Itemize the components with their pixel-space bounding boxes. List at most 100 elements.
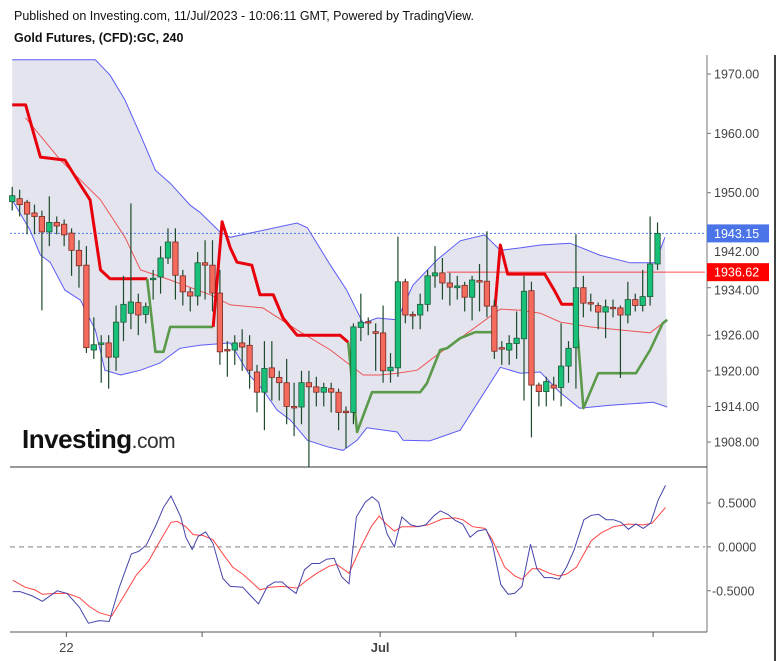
candle-body	[528, 290, 535, 386]
supertrend-up-line	[573, 304, 668, 410]
candle-body	[313, 386, 320, 393]
osc-tick-label: -0.5000	[712, 584, 754, 598]
logo-suffix: .com	[131, 430, 176, 453]
candle-body	[394, 281, 402, 369]
candle	[290, 382, 298, 437]
candle-body	[565, 347, 572, 367]
candle	[239, 329, 246, 371]
candle	[305, 370, 313, 467]
candle-body	[31, 212, 38, 217]
candle-body	[290, 406, 298, 409]
candle-body	[461, 284, 468, 298]
candle-body	[16, 198, 23, 206]
candle-body	[506, 343, 513, 351]
candle	[587, 293, 594, 312]
osc-tick-label: 0.5000	[718, 496, 756, 510]
candle	[409, 311, 416, 330]
candle-body	[647, 263, 654, 298]
candle-body	[409, 314, 416, 317]
candle	[535, 382, 542, 407]
osc-tick-label: 0.0000	[718, 540, 756, 554]
candle-body	[602, 306, 609, 313]
bollinger-lower-line	[11, 199, 668, 451]
candle-body	[639, 296, 646, 306]
candle-body	[498, 347, 505, 350]
candle-body	[379, 332, 387, 372]
candle-body	[209, 264, 216, 294]
candle-body	[617, 307, 624, 316]
candle	[120, 275, 127, 342]
candle-body	[543, 381, 550, 393]
candle-body	[298, 382, 305, 408]
candle-body	[46, 222, 53, 233]
candle	[565, 341, 572, 383]
candle	[461, 281, 468, 312]
candle-body	[535, 384, 542, 393]
candle-body	[491, 305, 498, 352]
candle	[261, 341, 268, 431]
candle	[90, 317, 97, 359]
candle	[417, 293, 424, 330]
candle	[357, 293, 364, 342]
candle-body	[372, 331, 379, 334]
price-tick-label: 1926.00	[714, 329, 759, 343]
candle-body	[305, 382, 313, 388]
price-tick-label: 1942.00	[714, 245, 759, 259]
candle	[157, 246, 164, 294]
candle-body	[402, 281, 409, 316]
candle-body	[246, 344, 253, 371]
candle-body	[172, 241, 179, 276]
supertrend-down-line	[12, 103, 148, 281]
candle	[342, 406, 350, 449]
candle	[46, 196, 53, 247]
candle-body	[350, 326, 357, 413]
price-tick-label: 1920.00	[714, 364, 759, 378]
candle-body	[483, 280, 491, 307]
candle-body	[365, 321, 372, 324]
candle	[624, 281, 631, 324]
bollinger-fill	[12, 59, 668, 451]
candle	[639, 269, 646, 312]
candle-body	[127, 301, 135, 314]
candle	[394, 236, 402, 377]
candle-body	[75, 249, 83, 267]
price-tick-label: 1908.00	[714, 436, 759, 450]
candle	[31, 204, 38, 235]
candle	[609, 299, 617, 318]
candle	[654, 222, 661, 270]
candle	[617, 305, 624, 378]
candle	[53, 216, 60, 235]
candle	[550, 376, 557, 401]
candle-body	[157, 257, 164, 278]
candle	[632, 293, 639, 312]
candle-body	[520, 290, 528, 340]
time-tick-label: Jul	[371, 640, 390, 655]
candle-body	[201, 262, 209, 266]
candle	[98, 335, 105, 383]
candle-body	[105, 342, 112, 358]
candle	[298, 370, 305, 425]
price-tick-label: 1934.00	[714, 284, 759, 298]
candle-body	[587, 302, 594, 305]
candle	[61, 219, 68, 247]
candle	[313, 376, 320, 407]
candle	[431, 246, 439, 288]
candle	[543, 376, 550, 407]
last-price-tag	[707, 224, 769, 243]
candle-body	[38, 216, 45, 233]
candle	[476, 263, 483, 312]
candle	[127, 203, 135, 330]
candle	[454, 275, 461, 300]
candle	[350, 323, 357, 425]
candle-body	[320, 387, 327, 393]
candle	[335, 388, 342, 431]
candle	[150, 269, 157, 300]
candle	[231, 335, 238, 365]
price-tick-label: 1950.00	[714, 186, 759, 200]
candle	[268, 341, 275, 401]
candle-body	[654, 232, 661, 265]
candle-body	[417, 303, 424, 316]
bollinger-middle-line	[25, 117, 668, 376]
supertrend-down-line	[211, 220, 350, 344]
